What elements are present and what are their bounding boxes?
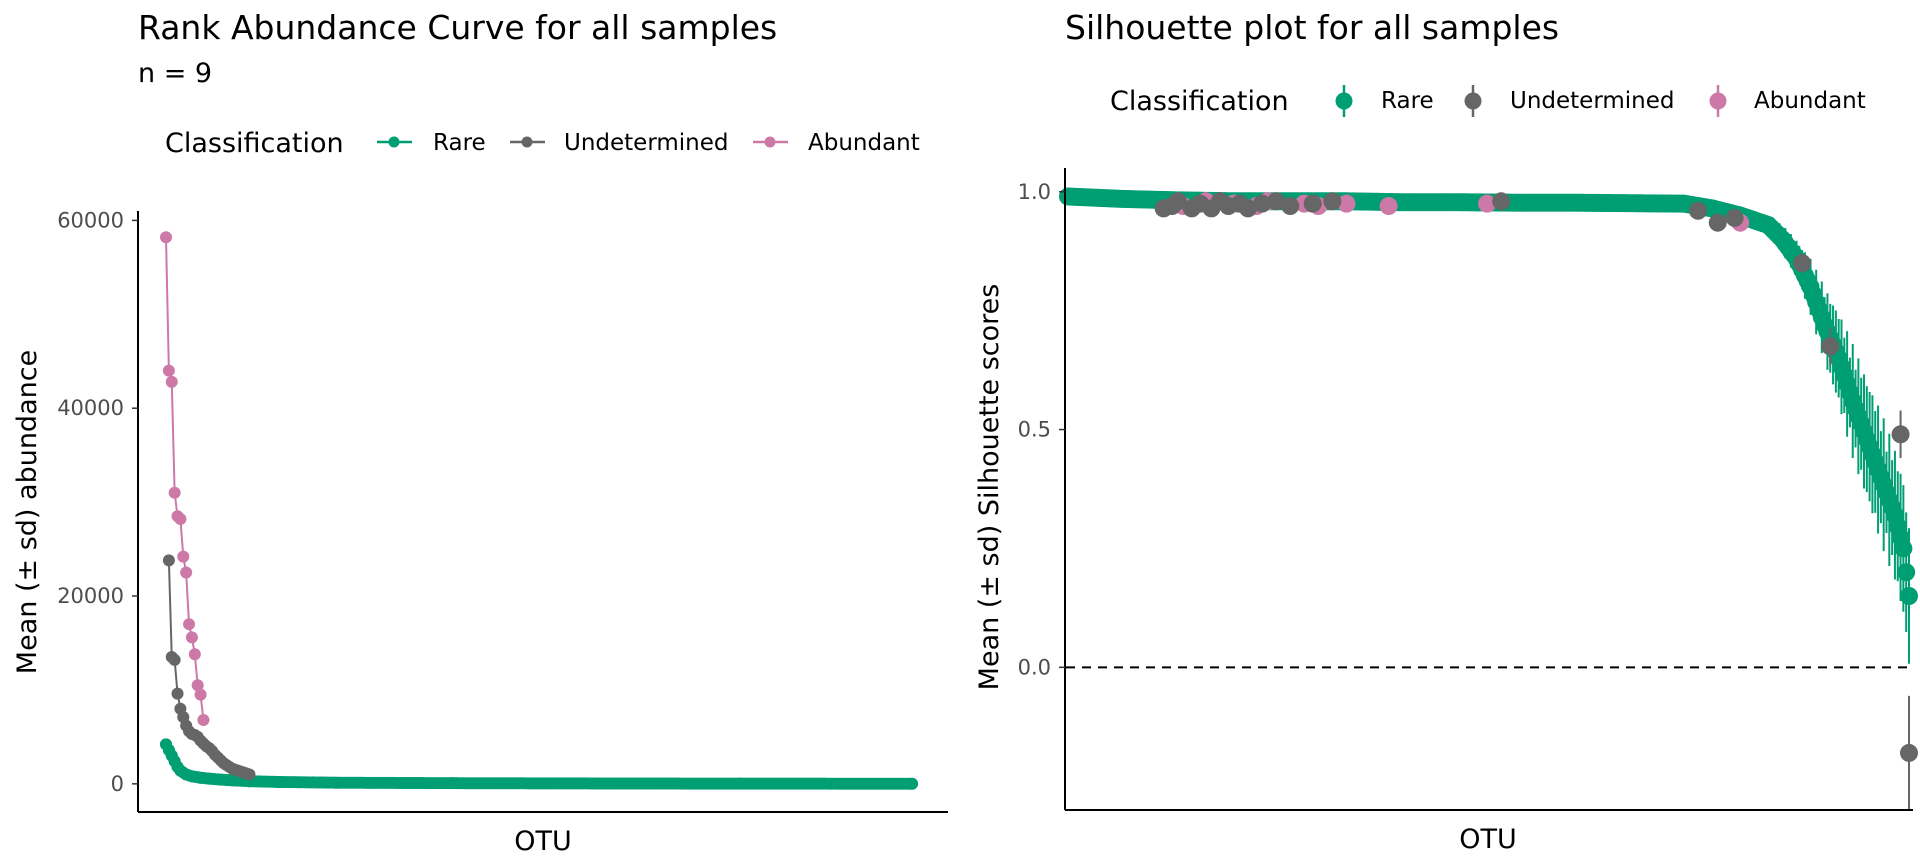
right-series-rare <box>1059 187 1918 664</box>
undetermined-point <box>1708 213 1727 232</box>
rare-point <box>194 771 207 784</box>
left-legend-point-rare <box>388 136 400 148</box>
right-legend-point-rare <box>1335 92 1353 110</box>
undetermined-point <box>1689 201 1708 220</box>
right-legend-point-abundant <box>1709 92 1727 110</box>
right-data-marks <box>1059 187 1918 810</box>
undetermined-point <box>1891 425 1910 444</box>
abundant-point <box>185 631 198 644</box>
undetermined-point <box>1281 197 1300 216</box>
left-legend-point-abundant <box>764 136 776 148</box>
rare-point <box>445 777 458 790</box>
left-y-tick-label-20000: 20000 <box>57 584 124 608</box>
undetermined-point <box>1725 208 1744 227</box>
abundant-point <box>162 364 175 377</box>
left-legend-label-undetermined: Undetermined <box>564 130 729 156</box>
abundant-point <box>1478 194 1497 213</box>
left-data-marks <box>160 231 918 790</box>
rare-point <box>214 773 227 786</box>
abundant-point <box>1379 197 1398 216</box>
right-y-tick-label-1: 1.0 <box>1018 180 1051 204</box>
abundant-point <box>197 713 210 726</box>
abundant-point <box>168 486 181 499</box>
left-y-tick-label-60000: 60000 <box>57 208 124 232</box>
left-legend-key-rare <box>377 136 412 148</box>
left-y-axis-ticks: 0 20000 40000 60000 <box>57 208 138 796</box>
abundant-point <box>194 688 207 701</box>
right-legend-label-undetermined: Undetermined <box>1510 88 1675 114</box>
right-legend: Classification Rare Undetermined Abundan… <box>1110 85 1866 117</box>
undetermined-point <box>1492 192 1511 211</box>
left-y-tick-label-0: 0 <box>111 772 124 796</box>
right-legend-key-rare <box>1335 85 1353 117</box>
rare-point <box>733 777 746 790</box>
rare-point <box>1900 587 1918 605</box>
left-chart-title: Rank Abundance Curve for all samples <box>138 8 777 47</box>
undetermined-point <box>1239 199 1258 218</box>
right-legend-key-abundant <box>1709 85 1727 117</box>
right-x-axis-title: OTU <box>1459 824 1517 855</box>
silhouette-panel: Silhouette plot for all samples Classifi… <box>974 8 1918 855</box>
left-y-tick-label-40000: 40000 <box>57 396 124 420</box>
rare-point <box>329 776 342 789</box>
right-y-tick-label-0.5: 0.5 <box>1018 418 1051 442</box>
right-plot-area: 0.0 0.5 1.0 OTU Mean (± sd) Silhouette s… <box>974 168 1918 855</box>
right-chart-title: Silhouette plot for all samples <box>1065 8 1559 47</box>
undetermined-point <box>162 554 175 567</box>
right-legend-label-abundant: Abundant <box>1754 88 1866 114</box>
right-y-axis-ticks: 0.0 0.5 1.0 <box>1018 180 1065 679</box>
rare-point <box>1894 539 1913 558</box>
rare-point <box>229 774 242 787</box>
undetermined-point <box>1303 194 1322 213</box>
left-x-axis-title: OTU <box>514 826 572 857</box>
right-legend-key-undetermined <box>1464 85 1482 117</box>
left-legend-key-abundant <box>753 136 788 148</box>
undetermined-point <box>1253 194 1272 213</box>
rare-point <box>272 775 285 788</box>
abundant-point <box>174 513 187 526</box>
left-chart-subtitle: n = 9 <box>138 58 212 89</box>
left-plot-area: 0 20000 40000 60000 OTU Mean (± sd) abun… <box>12 208 948 857</box>
left-legend: Classification Rare Undetermined Abundan… <box>165 128 920 159</box>
right-legend-title: Classification <box>1110 86 1289 117</box>
left-legend-title: Classification <box>165 128 344 159</box>
right-series-undetermined <box>1154 192 1918 810</box>
rare-point <box>1897 563 1916 582</box>
abundant-point <box>188 648 201 661</box>
undetermined-point <box>1900 743 1918 762</box>
abundant-point <box>160 231 172 244</box>
abundant-point <box>180 566 193 579</box>
left-y-axis-title: Mean (± sd) abundance <box>12 350 43 674</box>
undetermined-point <box>168 653 181 666</box>
rare-point <box>906 777 918 790</box>
undetermined-point <box>1267 192 1286 211</box>
abundant-point <box>183 618 196 631</box>
abundant-point <box>191 679 204 692</box>
abundant-point <box>1337 194 1356 213</box>
left-series-undetermined <box>162 554 256 781</box>
undetermined-point <box>1793 254 1812 273</box>
undetermined-point <box>243 768 256 781</box>
right-y-axis-title: Mean (± sd) Silhouette scores <box>974 284 1005 691</box>
rare-point <box>203 772 216 785</box>
left-legend-point-undetermined <box>521 136 533 148</box>
undetermined-point <box>1168 192 1187 211</box>
left-legend-key-undetermined <box>510 136 545 148</box>
undetermined-point <box>171 687 184 700</box>
right-legend-point-undetermined <box>1464 92 1482 110</box>
abundant-point <box>177 550 190 563</box>
right-y-tick-label-0: 0.0 <box>1018 655 1051 679</box>
left-legend-label-rare: Rare <box>433 130 486 156</box>
abundant-point <box>165 375 178 388</box>
rare-point <box>589 777 602 790</box>
left-series-abundant <box>160 231 210 726</box>
rank-abundance-panel: Rank Abundance Curve for all samples n =… <box>12 8 948 857</box>
undetermined-point <box>1821 337 1840 356</box>
left-legend-label-abundant: Abundant <box>808 130 920 156</box>
left-series-rare <box>160 738 918 790</box>
right-legend-label-rare: Rare <box>1381 88 1434 114</box>
undetermined-point <box>1323 192 1342 211</box>
